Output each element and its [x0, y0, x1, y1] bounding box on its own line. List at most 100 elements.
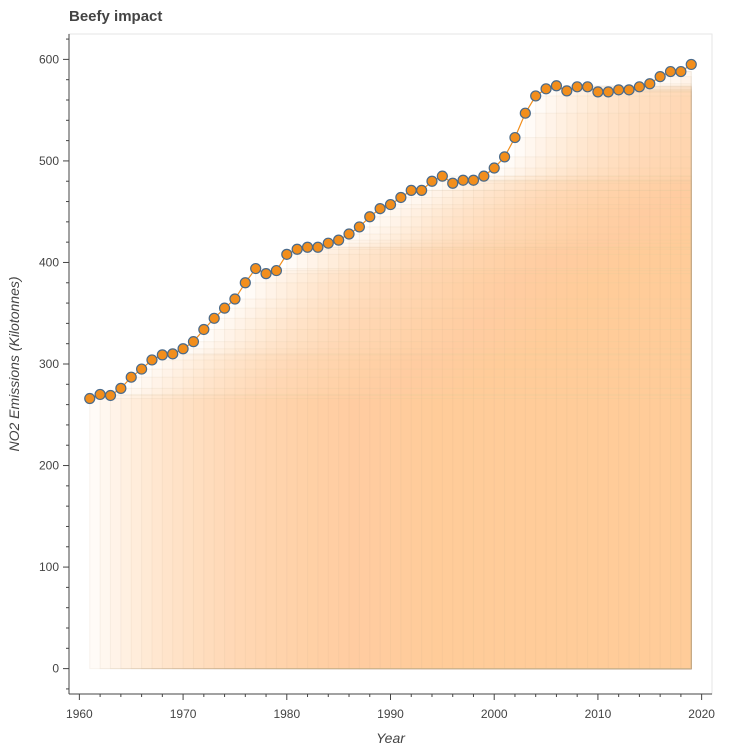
data-point — [623, 84, 635, 96]
data-point — [229, 293, 241, 305]
area-band — [109, 394, 692, 670]
y-tick-label: 400 — [39, 255, 59, 269]
data-point — [291, 243, 303, 255]
x-tick-label: 1980 — [273, 707, 300, 721]
data-point — [488, 162, 500, 174]
area-band — [296, 248, 692, 670]
axes-group: 0 100 200 300 400 500 600 1960 1970 1980 1990 2000 2… — [39, 34, 715, 721]
y-tick-label: 0 — [52, 662, 59, 676]
area-band — [618, 89, 692, 670]
area-band — [317, 246, 692, 670]
data-point — [416, 184, 428, 196]
area-band — [421, 189, 692, 670]
data-point — [447, 177, 459, 189]
data-point — [644, 78, 656, 90]
data-point — [374, 203, 386, 215]
data-point — [436, 170, 448, 182]
series-group — [84, 58, 697, 405]
data-point — [654, 71, 666, 83]
area-band — [535, 95, 692, 670]
data-point — [478, 170, 490, 182]
data-point — [239, 277, 251, 289]
area-band — [483, 175, 692, 670]
data-point — [177, 343, 189, 355]
area-band — [99, 393, 692, 670]
area-band — [161, 354, 692, 670]
x-axis-label: Year — [376, 730, 406, 746]
data-point — [208, 312, 220, 324]
area-band-left — [90, 64, 692, 668]
data-point — [509, 131, 521, 144]
area-band — [203, 328, 692, 670]
area-band — [192, 341, 692, 670]
area-band — [431, 180, 692, 670]
data-point — [519, 107, 531, 119]
data-point — [281, 248, 293, 260]
data-point — [384, 198, 397, 211]
data-point — [540, 83, 552, 95]
data-point — [498, 151, 511, 163]
data-point — [146, 354, 158, 366]
data-point — [301, 241, 314, 253]
data-point — [135, 363, 148, 375]
area-band — [555, 85, 692, 670]
area-band — [255, 268, 692, 670]
area-band — [120, 387, 692, 670]
data-point — [571, 81, 583, 93]
area-band — [628, 89, 692, 670]
area-band — [659, 76, 692, 670]
data-point — [260, 268, 272, 280]
data-point — [115, 382, 127, 394]
area-band — [89, 398, 692, 670]
data-point — [333, 234, 345, 246]
area-band — [472, 179, 692, 670]
data-point — [353, 221, 365, 233]
data-point — [156, 349, 168, 361]
data-point — [613, 84, 625, 96]
area-band — [172, 353, 692, 670]
data-point — [467, 174, 480, 186]
data-point — [395, 191, 407, 204]
area-band — [286, 253, 692, 670]
data-point — [664, 65, 677, 78]
data-point — [343, 228, 355, 240]
area-band — [224, 307, 692, 670]
area-band — [524, 112, 692, 670]
area-band — [244, 282, 692, 670]
area-band — [390, 204, 692, 670]
area-fill-group — [89, 64, 692, 670]
data-point — [270, 264, 283, 277]
area-band — [607, 91, 692, 670]
data-point — [685, 58, 697, 71]
data-point — [405, 184, 417, 196]
area-band — [141, 368, 692, 670]
data-point — [675, 65, 687, 78]
x-tick-label: 1970 — [170, 707, 197, 721]
y-tick-label: 500 — [39, 154, 59, 168]
y-tick-label: 200 — [39, 459, 59, 473]
area-band — [566, 90, 692, 670]
area-band — [275, 270, 692, 670]
area-band — [462, 179, 692, 670]
data-point — [602, 86, 614, 98]
y-axis-label: NO2 Emissions (Kilotonnes) — [6, 276, 22, 451]
area-band — [410, 189, 692, 670]
area-band — [265, 273, 692, 670]
data-point — [218, 302, 231, 314]
data-point — [187, 336, 200, 348]
area-band — [400, 196, 692, 670]
area-band — [327, 242, 692, 670]
data-point — [457, 174, 469, 186]
area-band — [576, 86, 692, 670]
area-band — [649, 83, 692, 670]
chart-title: Beefy impact — [69, 8, 163, 25]
data-point — [312, 241, 324, 253]
area-band — [452, 182, 692, 670]
area-band — [441, 175, 692, 670]
area-band — [307, 246, 692, 670]
data-point — [426, 175, 438, 187]
data-point — [561, 85, 573, 97]
data-point — [94, 388, 106, 401]
area-band — [358, 226, 692, 670]
